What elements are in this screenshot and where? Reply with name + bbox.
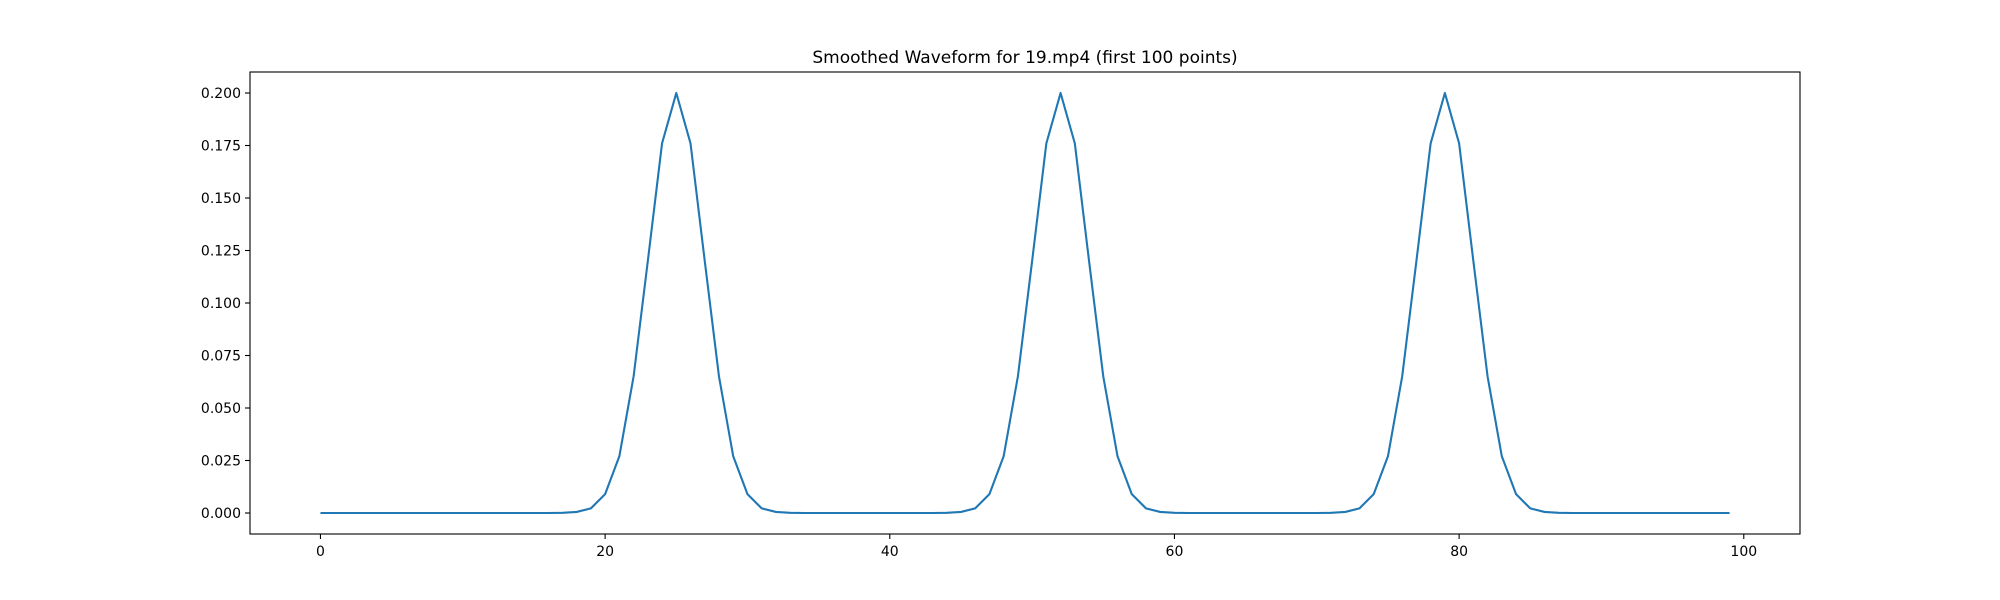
x-tick-label: 20 bbox=[596, 544, 614, 560]
x-tick-label: 80 bbox=[1450, 544, 1468, 560]
chart-title: Smoothed Waveform for 19.mp4 (first 100 … bbox=[812, 48, 1237, 68]
y-tick-label: 0.000 bbox=[201, 506, 241, 522]
y-tick-label: 0.100 bbox=[201, 296, 241, 312]
series-line bbox=[320, 91, 1730, 515]
x-tick-label: 60 bbox=[1166, 544, 1184, 560]
x-tick-label: 0 bbox=[316, 544, 325, 560]
y-tick-label: 0.025 bbox=[201, 454, 241, 470]
y-tick-label: 0.050 bbox=[201, 401, 241, 417]
y-tick-label: 0.175 bbox=[201, 139, 241, 155]
axis-ticks: 0 20 40 60 80 100 0.000 0.025 0.050 0.075 0.100 0.1… bbox=[201, 86, 1757, 560]
y-tick-label: 0.075 bbox=[201, 349, 241, 365]
y-tick-label: 0.125 bbox=[201, 244, 241, 260]
x-tick-label: 100 bbox=[1730, 544, 1757, 560]
x-tick-label: 40 bbox=[881, 544, 899, 560]
y-tick-label: 0.150 bbox=[201, 191, 241, 207]
axes-frame bbox=[249, 71, 1801, 535]
y-tick-label: 0.200 bbox=[201, 86, 241, 102]
